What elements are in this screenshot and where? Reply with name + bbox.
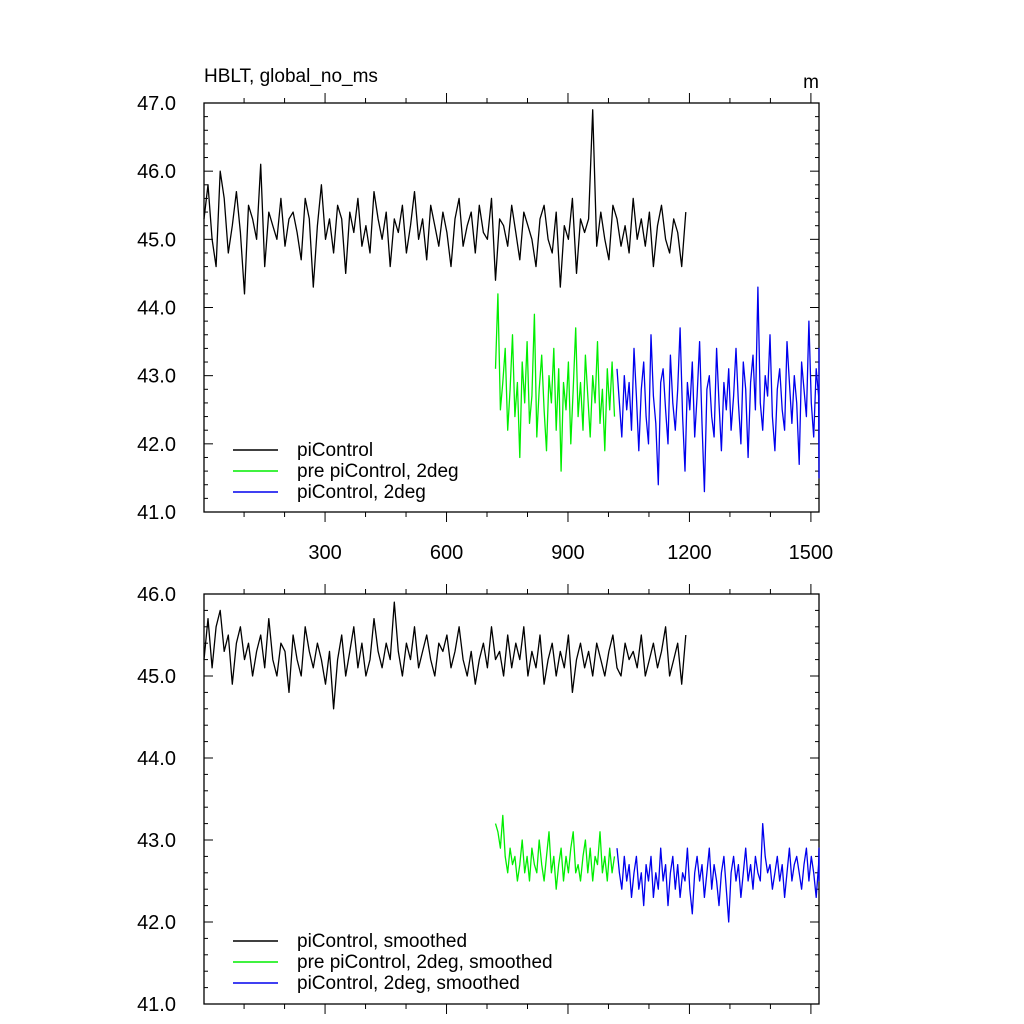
y-tick-label: 43.0 xyxy=(137,830,176,852)
series-line xyxy=(616,286,820,493)
legend-label: piControl xyxy=(297,440,373,461)
legend-label: piControl, smoothed xyxy=(297,931,467,952)
x-tick-label: 300 xyxy=(308,542,341,564)
y-tick-label: 41.0 xyxy=(137,502,176,524)
x-tick-label: 1500 xyxy=(789,542,834,564)
series-line xyxy=(616,822,820,923)
x-tick-label: 900 xyxy=(551,542,584,564)
top-chart-panel: HBLT, global_no_ms m 41.0 42.0 43.0 44.0 45.… xyxy=(137,66,833,564)
legend-label: pre piControl, 2deg, smoothed xyxy=(297,952,553,973)
y-tick-label: 44.0 xyxy=(137,748,176,770)
plot-frame xyxy=(203,593,820,1005)
y-tick-label: 42.0 xyxy=(137,434,176,456)
x-tick-label: 600 xyxy=(430,542,463,564)
y-tick-label: 45.0 xyxy=(137,229,176,251)
y-tick-label: 47.0 xyxy=(137,93,176,115)
series-line xyxy=(494,293,616,472)
y-tick-label: 43.0 xyxy=(137,366,176,388)
series-line xyxy=(203,109,687,295)
y-tick-label: 42.0 xyxy=(137,912,176,934)
y-tick-label: 44.0 xyxy=(137,298,176,320)
legend-label: pre piControl, 2deg xyxy=(297,461,459,482)
units-label: m xyxy=(803,72,819,93)
legend-label: piControl, 2deg xyxy=(297,482,426,503)
chart-title: HBLT, global_no_ms xyxy=(204,66,378,87)
series-line xyxy=(494,814,616,890)
bottom-chart-panel: 41.0 42.0 43.0 44.0 45.0 46.0 piControl, smoot… xyxy=(137,584,820,1016)
series-line xyxy=(203,601,687,710)
y-tick-label: 45.0 xyxy=(137,666,176,688)
legend-label: piControl, 2deg, smoothed xyxy=(297,973,520,994)
y-tick-label: 46.0 xyxy=(137,161,176,183)
x-tick-label: 1200 xyxy=(667,542,712,564)
y-tick-label: 46.0 xyxy=(137,584,176,606)
y-tick-label: 41.0 xyxy=(137,994,176,1016)
